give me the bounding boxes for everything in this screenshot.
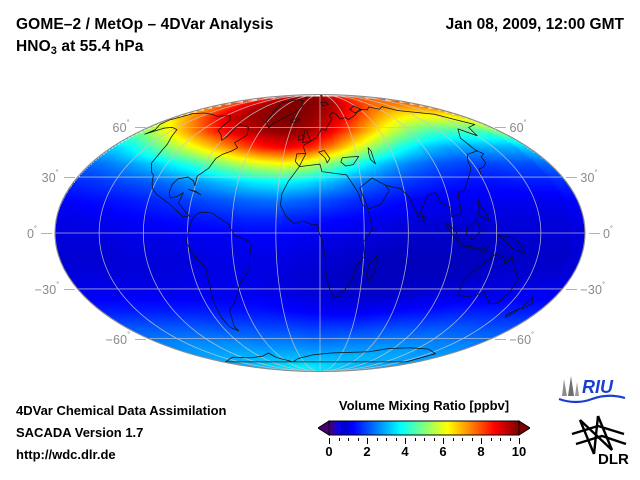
- lat-tick-right--30: [566, 289, 577, 290]
- colorbar-tick-minor-1: [348, 438, 349, 441]
- colorbar-tick-minor-1.5: [358, 438, 359, 441]
- page-subtitle: HNO3 at 55.4 hPa: [16, 36, 416, 59]
- colorbar-tick-label-4: 4: [401, 444, 408, 459]
- lat-label-left-60: 60˚: [113, 119, 131, 135]
- dlr-wordmark: DLR: [598, 451, 629, 466]
- colorbar-title: Volume Mixing Ratio [ppbv]: [318, 398, 530, 413]
- footer-text-block: 4DVar Chemical Data Assimilation SACADA …: [16, 400, 227, 466]
- lat-tick-left-30: [64, 177, 75, 178]
- degree-symbol: ˚: [595, 169, 598, 179]
- lat-tick-right-30: [566, 177, 577, 178]
- colorbar-tick-minor-8.5: [491, 438, 492, 441]
- lat-label-right--60: −60˚: [509, 331, 534, 347]
- degree-symbol: ˚: [531, 331, 534, 341]
- colorbar-tick-label-2: 2: [363, 444, 370, 459]
- footer-line-version: SACADA Version 1.7: [16, 422, 227, 444]
- lat-value: −30: [580, 283, 602, 297]
- colorbar-tick-minor-9.5: [510, 438, 511, 441]
- degree-symbol: ˚: [127, 331, 130, 341]
- colorbar-tick-minor-7.5: [472, 438, 473, 441]
- lat-label-left--60: −60˚: [106, 331, 131, 347]
- colorbar-tick-minor-3.5: [396, 438, 397, 441]
- lat-tick-left--30: [64, 289, 75, 290]
- colorbar-tick-label-6: 6: [439, 444, 446, 459]
- riu-wordmark: RIU: [582, 377, 614, 397]
- degree-symbol: ˚: [610, 225, 613, 235]
- colorbar-tick-minor-4.5: [415, 438, 416, 441]
- colorbar-tick-minor-7: [462, 438, 463, 441]
- colorbar-tick-minor-6.5: [453, 438, 454, 441]
- map-panel: 60˚ 60˚ 30˚ 30˚ 0˚ 0˚ −30˚ −30˚ −60˚ −60˚: [0, 78, 640, 388]
- colorbar-tick-minor-3: [386, 438, 387, 441]
- degree-symbol: ˚: [602, 281, 605, 291]
- lat-label-right-30: 30˚: [580, 169, 598, 185]
- lat-tick-left--60: [135, 339, 146, 340]
- colorbar-strip: [318, 418, 530, 438]
- colorbar-tick-label-8: 8: [477, 444, 484, 459]
- degree-symbol: ˚: [524, 119, 527, 129]
- lat-value: −30: [35, 283, 57, 297]
- lat-tick-left-60: [135, 127, 146, 128]
- lat-tick-left-0: [41, 233, 52, 234]
- dlr-logo: DLR: [568, 410, 630, 466]
- lat-value: 60: [509, 122, 523, 136]
- footer-line-url: http://wdc.dlr.de: [16, 444, 227, 466]
- lat-label-left--30: −30˚: [35, 281, 60, 297]
- lat-value: 30: [42, 171, 56, 185]
- mollweide-map: [0, 78, 640, 388]
- riu-logo: RIU: [556, 374, 628, 404]
- colorbar-tick-minor-5.5: [434, 438, 435, 441]
- header-datetime: Jan 08, 2009, 12:00 GMT: [446, 14, 624, 36]
- colorbar-tick-label-10: 10: [512, 444, 526, 459]
- species-label: HNO: [16, 38, 51, 55]
- lat-label-left-0: 0˚: [27, 225, 37, 241]
- lat-label-right--30: −30˚: [580, 281, 605, 297]
- lat-label-right-60: 60˚: [509, 119, 527, 135]
- footer-line-project: 4DVar Chemical Data Assimilation: [16, 400, 227, 422]
- dlr-mark-icon: [572, 416, 626, 454]
- lat-value: 30: [580, 171, 594, 185]
- lat-tick-right--60: [495, 339, 506, 340]
- colorbar-tick-minor-2.5: [377, 438, 378, 441]
- lat-label-left-30: 30˚: [42, 169, 60, 185]
- lat-label-right-0: 0˚: [603, 225, 613, 241]
- lat-value: −60: [106, 333, 128, 347]
- lat-tick-right-0: [589, 233, 600, 234]
- lat-tick-right-60: [495, 127, 506, 128]
- colorbar-tick-label-0: 0: [325, 444, 332, 459]
- riu-bars-icon: [562, 376, 579, 396]
- colorbar-tick-minor-0.5: [339, 438, 340, 441]
- lat-value: 60: [113, 122, 127, 136]
- degree-symbol: ˚: [127, 119, 130, 129]
- colorbar-tick-minor-5: [424, 438, 425, 441]
- degree-symbol: ˚: [34, 225, 37, 235]
- page-title: GOME–2 / MetOp – 4DVar Analysis: [16, 14, 416, 36]
- species-subscript: 3: [51, 45, 57, 57]
- colorbar-tick-minor-9: [500, 438, 501, 441]
- degree-symbol: ˚: [56, 281, 59, 291]
- colorbar-gradient: [318, 418, 530, 438]
- lat-value: −60: [509, 333, 531, 347]
- degree-symbol: ˚: [56, 169, 59, 179]
- colorbar-block: Volume Mixing Ratio [ppbv] 0 2 4 6 8 10: [318, 398, 530, 462]
- header-title-block: GOME–2 / MetOp – 4DVar Analysis HNO3 at …: [16, 14, 416, 59]
- pressure-level-label: at 55.4 hPa: [57, 38, 144, 55]
- colorbar-axis: 0 2 4 6 8 10: [318, 438, 530, 462]
